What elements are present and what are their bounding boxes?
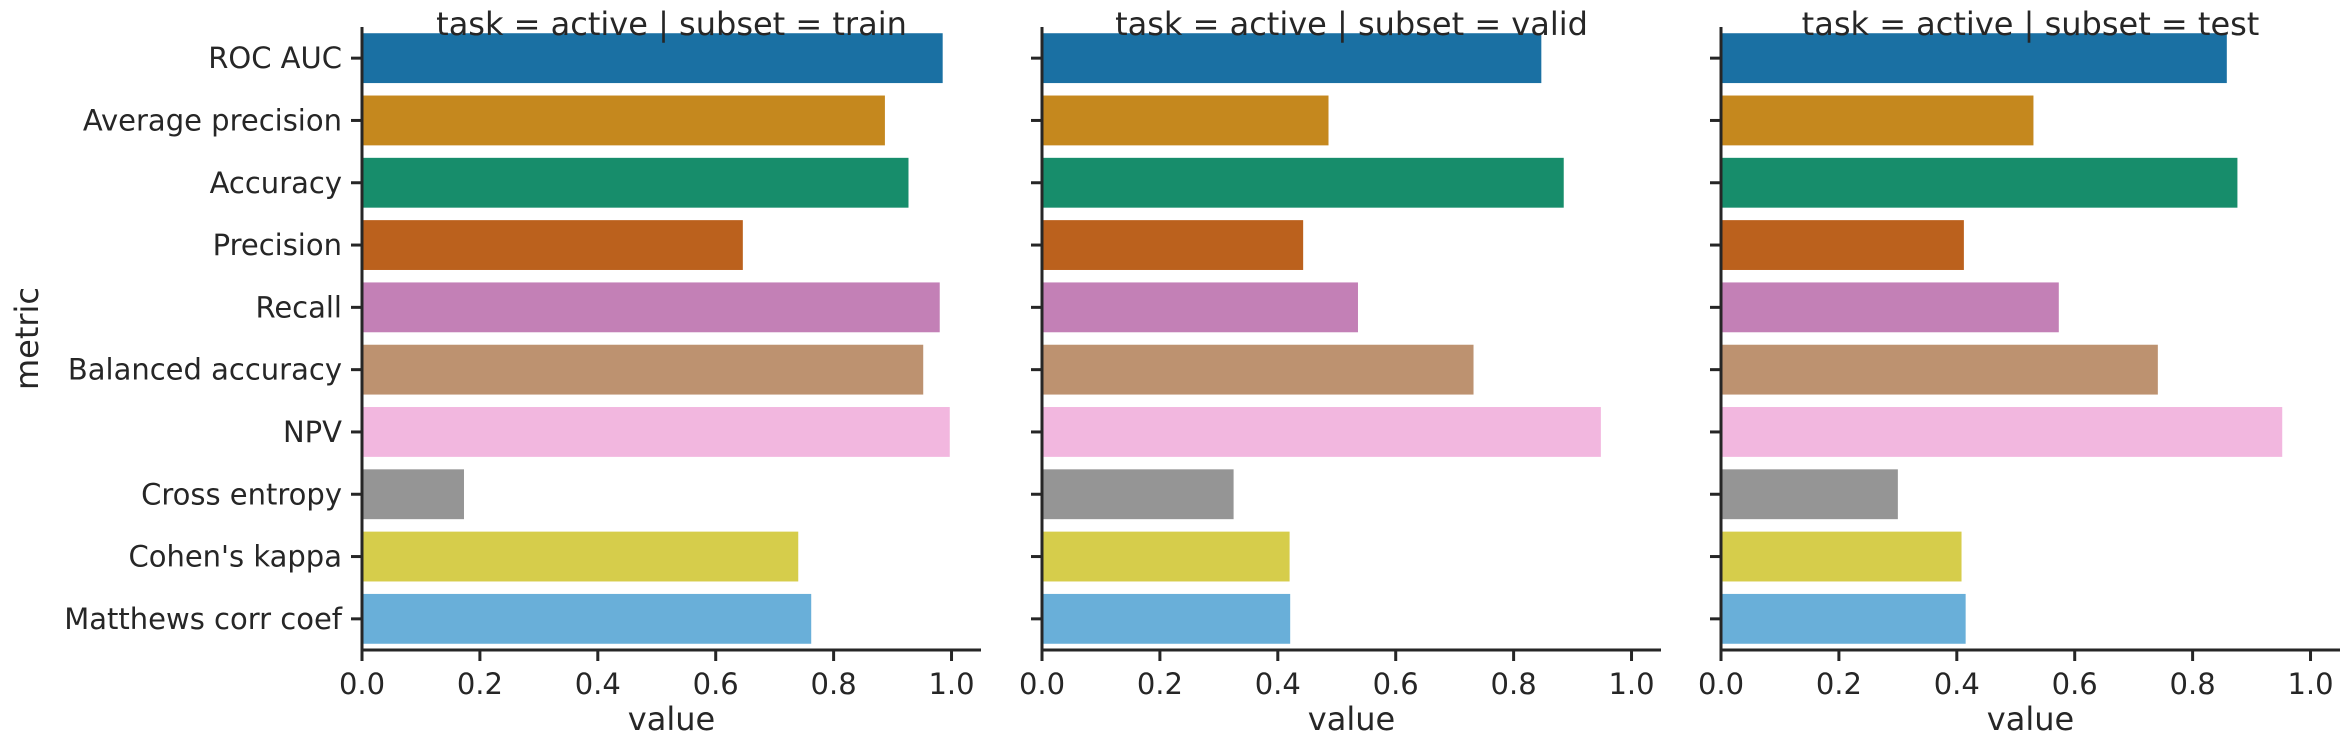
- panel-title: task = active | subset = valid: [1115, 5, 1588, 43]
- bar-0-4: [362, 282, 940, 333]
- x-tick-label: 0.2: [1816, 667, 1862, 701]
- x-axis-label: value: [1308, 700, 1395, 738]
- bar-0-8: [362, 531, 799, 582]
- bar-2-7: [1721, 469, 1898, 520]
- bar-1-0: [1042, 33, 1542, 84]
- bar-2-8: [1721, 531, 1962, 582]
- y-tick-label: Cross entropy: [141, 477, 342, 511]
- panel-0: ROC AUC Average precision Accuracy Precisio…: [64, 5, 981, 738]
- bar-0-5: [362, 344, 924, 395]
- x-tick-label: 0.0: [339, 667, 385, 701]
- x-tick-label: 0.4: [1255, 667, 1301, 701]
- bar-1-2: [1042, 157, 1564, 208]
- bar-2-4: [1721, 282, 2059, 333]
- y-tick-label: NPV: [283, 415, 342, 449]
- bar-2-2: [1721, 157, 2238, 208]
- x-tick-label: 0.8: [2170, 667, 2216, 701]
- y-tick-label: Average precision: [83, 103, 342, 137]
- bar-1-5: [1042, 344, 1474, 395]
- bar-0-7: [362, 469, 464, 520]
- x-tick-label: 0.2: [457, 667, 503, 701]
- x-tick-label: 0.6: [1373, 667, 1419, 701]
- x-tick-label: 0.8: [1491, 667, 1537, 701]
- x-tick-label: 1.0: [2287, 667, 2333, 701]
- bar-2-0: [1721, 33, 2227, 84]
- bar-0-2: [362, 157, 909, 208]
- bar-1-7: [1042, 469, 1234, 520]
- y-axis-label: metric: [8, 287, 46, 390]
- y-tick-label: Recall: [255, 290, 342, 324]
- bar-2-3: [1721, 220, 1964, 270]
- x-tick-label: 1.0: [1608, 667, 1654, 701]
- panel-title: task = active | subset = test: [1802, 5, 2260, 43]
- y-tick-label: Matthews corr coef: [64, 602, 343, 636]
- x-tick-label: 0.4: [1934, 667, 1980, 701]
- x-tick-label: 0.6: [2052, 667, 2098, 701]
- bar-1-1: [1042, 95, 1329, 146]
- x-tick-label: 0.4: [575, 667, 621, 701]
- bar-2-5: [1721, 344, 2158, 395]
- x-axis-label: value: [1987, 700, 2074, 738]
- panel-1: 0.0 0.2 0.4 0.6 0.8 1.0 value task = active | s…: [1019, 5, 1661, 738]
- bar-2-1: [1721, 95, 2034, 146]
- bar-2-9: [1721, 593, 1966, 644]
- x-tick-label: 0.8: [811, 667, 857, 701]
- y-tick-label: Cohen's kappa: [128, 540, 342, 574]
- x-axis-label: value: [628, 700, 715, 738]
- x-tick-label: 0.2: [1137, 667, 1183, 701]
- y-tick-label: Accuracy: [210, 166, 342, 200]
- y-tick-label: Balanced accuracy: [68, 353, 342, 387]
- bar-2-6: [1721, 407, 2283, 457]
- y-tick-label: ROC AUC: [208, 41, 342, 75]
- bar-1-6: [1042, 407, 1601, 457]
- x-tick-label: 0.0: [1019, 667, 1065, 701]
- bar-0-9: [362, 593, 812, 644]
- x-tick-label: 0.0: [1698, 667, 1744, 701]
- bar-0-3: [362, 220, 743, 270]
- bar-1-4: [1042, 282, 1358, 333]
- bar-0-6: [362, 407, 950, 457]
- bar-1-8: [1042, 531, 1290, 582]
- bar-1-3: [1042, 220, 1304, 270]
- x-tick-label: 1.0: [928, 667, 974, 701]
- y-tick-label: Precision: [213, 228, 342, 262]
- bar-1-9: [1042, 593, 1291, 644]
- x-tick-label: 0.6: [693, 667, 739, 701]
- panel-title: task = active | subset = train: [436, 5, 907, 43]
- bar-0-0: [362, 33, 943, 84]
- bar-0-1: [362, 95, 885, 146]
- panel-2: 0.0 0.2 0.4 0.6 0.8 1.0 value task = active | s…: [1698, 5, 2340, 738]
